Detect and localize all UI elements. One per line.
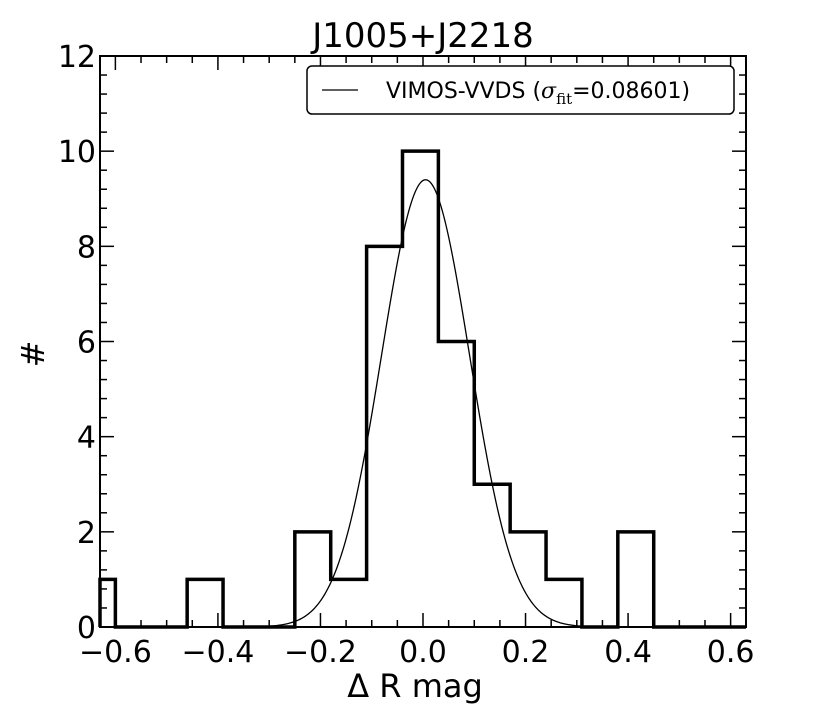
x-tick-label: 0.0 [399,635,447,670]
y-tick-labels: 0 2 4 6 8 10 12 [58,40,96,646]
x-tick-label: −0.6 [79,635,152,670]
y-tick-label: 10 [58,135,96,170]
y-axis-label: # [14,341,52,368]
chart-title: J1005+J2218 [310,16,534,56]
gaussian-fit-curve [100,179,746,628]
x-tick-label: 0.2 [502,635,550,670]
legend-label-prefix: VIMOS-VVDS ( [386,79,541,104]
legend-box [306,65,735,115]
y-tick-label: 12 [58,40,96,75]
tick-marks [100,55,746,628]
plot-frame [99,55,747,628]
y-tick-label: 8 [77,230,96,265]
legend: VIMOS-VVDS (σfit=0.08601) [306,65,735,115]
x-axis-label: Δ R mag [347,667,483,705]
x-tick-label: −0.4 [181,635,254,670]
y-tick-label: 4 [77,421,96,456]
legend-sigma-subscript: fit [556,90,572,108]
legend-label-suffix: =0.08601) [572,79,690,104]
y-tick-label: 2 [77,516,96,551]
histogram-bars [98,149,746,629]
y-tick-label: 6 [77,326,96,361]
legend-label: VIMOS-VVDS (σfit=0.08601) [386,79,690,108]
legend-sigma: σ [541,79,557,104]
y-tick-label: 0 [77,611,96,646]
x-tick-labels: −0.6 −0.4 −0.2 0.0 0.2 0.4 0.6 [79,635,755,670]
x-tick-label: −0.2 [284,635,357,670]
x-tick-label: 0.4 [604,635,652,670]
x-tick-label: 0.6 [707,635,755,670]
